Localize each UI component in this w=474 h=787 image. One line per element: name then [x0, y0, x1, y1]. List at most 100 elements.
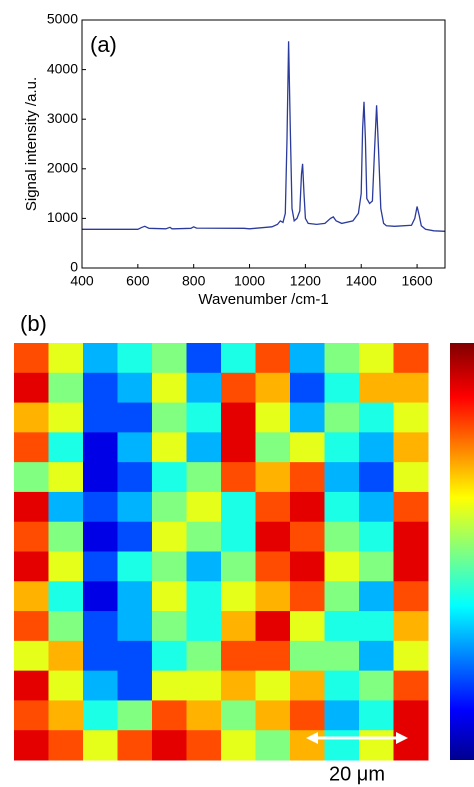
heatmap-cell [83, 432, 118, 463]
heatmap-cell [255, 640, 291, 672]
heatmap-cell [393, 581, 429, 612]
heatmap-cell [83, 670, 118, 701]
heatmap-cell [324, 491, 360, 523]
x-tick-label: 1000 [234, 273, 265, 289]
heatmap-cell [221, 432, 256, 463]
heatmap-cell [359, 521, 394, 552]
heatmap-cell [255, 521, 291, 552]
heatmap-cell [152, 521, 187, 552]
heatmap-cell [221, 611, 256, 642]
heatmap-cell [290, 402, 325, 433]
heatmap-cell [14, 700, 49, 731]
heatmap-cell [324, 670, 360, 701]
y-tick-label: 2000 [47, 160, 78, 176]
heatmap-cell [393, 372, 429, 404]
heatmap-cell [393, 521, 429, 552]
heatmap-cell [48, 730, 84, 761]
heatmap-cell [255, 611, 291, 642]
heatmap-cell [14, 640, 49, 672]
heatmap-cell [83, 640, 118, 672]
heatmap-cell [186, 640, 222, 672]
heatmap-cell [221, 491, 256, 523]
heatmap-cell [324, 730, 360, 761]
heatmap-cell [255, 730, 291, 761]
heatmap-cell [186, 462, 222, 493]
heatmap-cell [186, 670, 222, 701]
heatmap-cell [48, 700, 84, 731]
heatmap-cell [117, 670, 153, 701]
heatmap-cell [393, 491, 429, 523]
heatmap-cell [152, 491, 187, 523]
heatmap-cell [359, 491, 394, 523]
heatmap-cell [83, 581, 118, 612]
heatmap-cell [290, 372, 325, 404]
heatmap-cell [221, 700, 256, 731]
heatmap-cell [290, 491, 325, 523]
heatmap-cell [221, 462, 256, 493]
heatmap-cell [83, 491, 118, 523]
heatmap-cell [324, 402, 360, 433]
heatmap-cell [48, 402, 84, 433]
heatmap-cell [290, 670, 325, 701]
heatmap-cell [290, 730, 325, 761]
heatmap-cell [186, 700, 222, 731]
heatmap-cell [290, 700, 325, 731]
y-tick-label: 1000 [47, 209, 78, 225]
heatmap-cell [83, 551, 118, 582]
heatmap-cell [48, 611, 84, 642]
heatmap-cell [359, 402, 394, 433]
heatmap-cell [14, 462, 49, 493]
heatmap-cell [255, 700, 291, 731]
heatmap-cell [290, 343, 325, 374]
heatmap-cell [186, 343, 222, 374]
heatmap-cell [117, 730, 153, 761]
x-tick-label: 1600 [401, 273, 432, 289]
spectrum-line [82, 41, 446, 232]
heatmap-cell [152, 343, 187, 374]
y-axis-label: Signal intensity /a.u. [23, 77, 40, 211]
heatmap-cell [359, 551, 394, 582]
x-tick-label: 1200 [290, 273, 321, 289]
colorbar [450, 343, 474, 760]
heatmap-cell [186, 611, 222, 642]
heatmap-cell [152, 611, 187, 642]
heatmap-cell [117, 611, 153, 642]
x-axis-label: Wavenumber /cm-1 [198, 291, 328, 308]
heatmap-cell [83, 611, 118, 642]
heatmap-cell [48, 670, 84, 701]
heatmap-cell [255, 343, 291, 374]
x-tick-label: 400 [70, 273, 94, 289]
heatmap-cell [117, 402, 153, 433]
heatmap-cell [48, 372, 84, 404]
heatmap-cell [359, 343, 394, 374]
heatmap-cell [83, 402, 118, 433]
x-tick-label: 800 [182, 273, 206, 289]
heatmap-cell [14, 372, 49, 404]
heatmap-cell [221, 521, 256, 552]
heatmap-cell [48, 432, 84, 463]
heatmap-cell [117, 491, 153, 523]
heatmap-cell [359, 640, 394, 672]
heatmap-cell [83, 343, 118, 374]
heatmap-cell [152, 700, 187, 731]
heatmap-cell [324, 700, 360, 731]
heatmap-cell [152, 581, 187, 612]
heatmap-cell [83, 521, 118, 552]
heatmap-cell [152, 670, 187, 701]
heatmap-cell [290, 462, 325, 493]
heatmap-cell [255, 402, 291, 433]
heatmap-cell [221, 402, 256, 433]
plot-frame [81, 19, 446, 269]
heatmap-cell [393, 640, 429, 672]
heatmap-cell [359, 730, 394, 761]
heatmap-cell [393, 700, 429, 731]
heatmap-cell [152, 551, 187, 582]
heatmap-cell [359, 462, 394, 493]
heatmap-cell [14, 730, 49, 761]
heatmap-cell [48, 462, 84, 493]
heatmap-cell [221, 640, 256, 672]
heatmap-cell [359, 611, 394, 642]
heatmap-cell [359, 581, 394, 612]
heatmap-cell [221, 581, 256, 612]
heatmap-cell [83, 462, 118, 493]
